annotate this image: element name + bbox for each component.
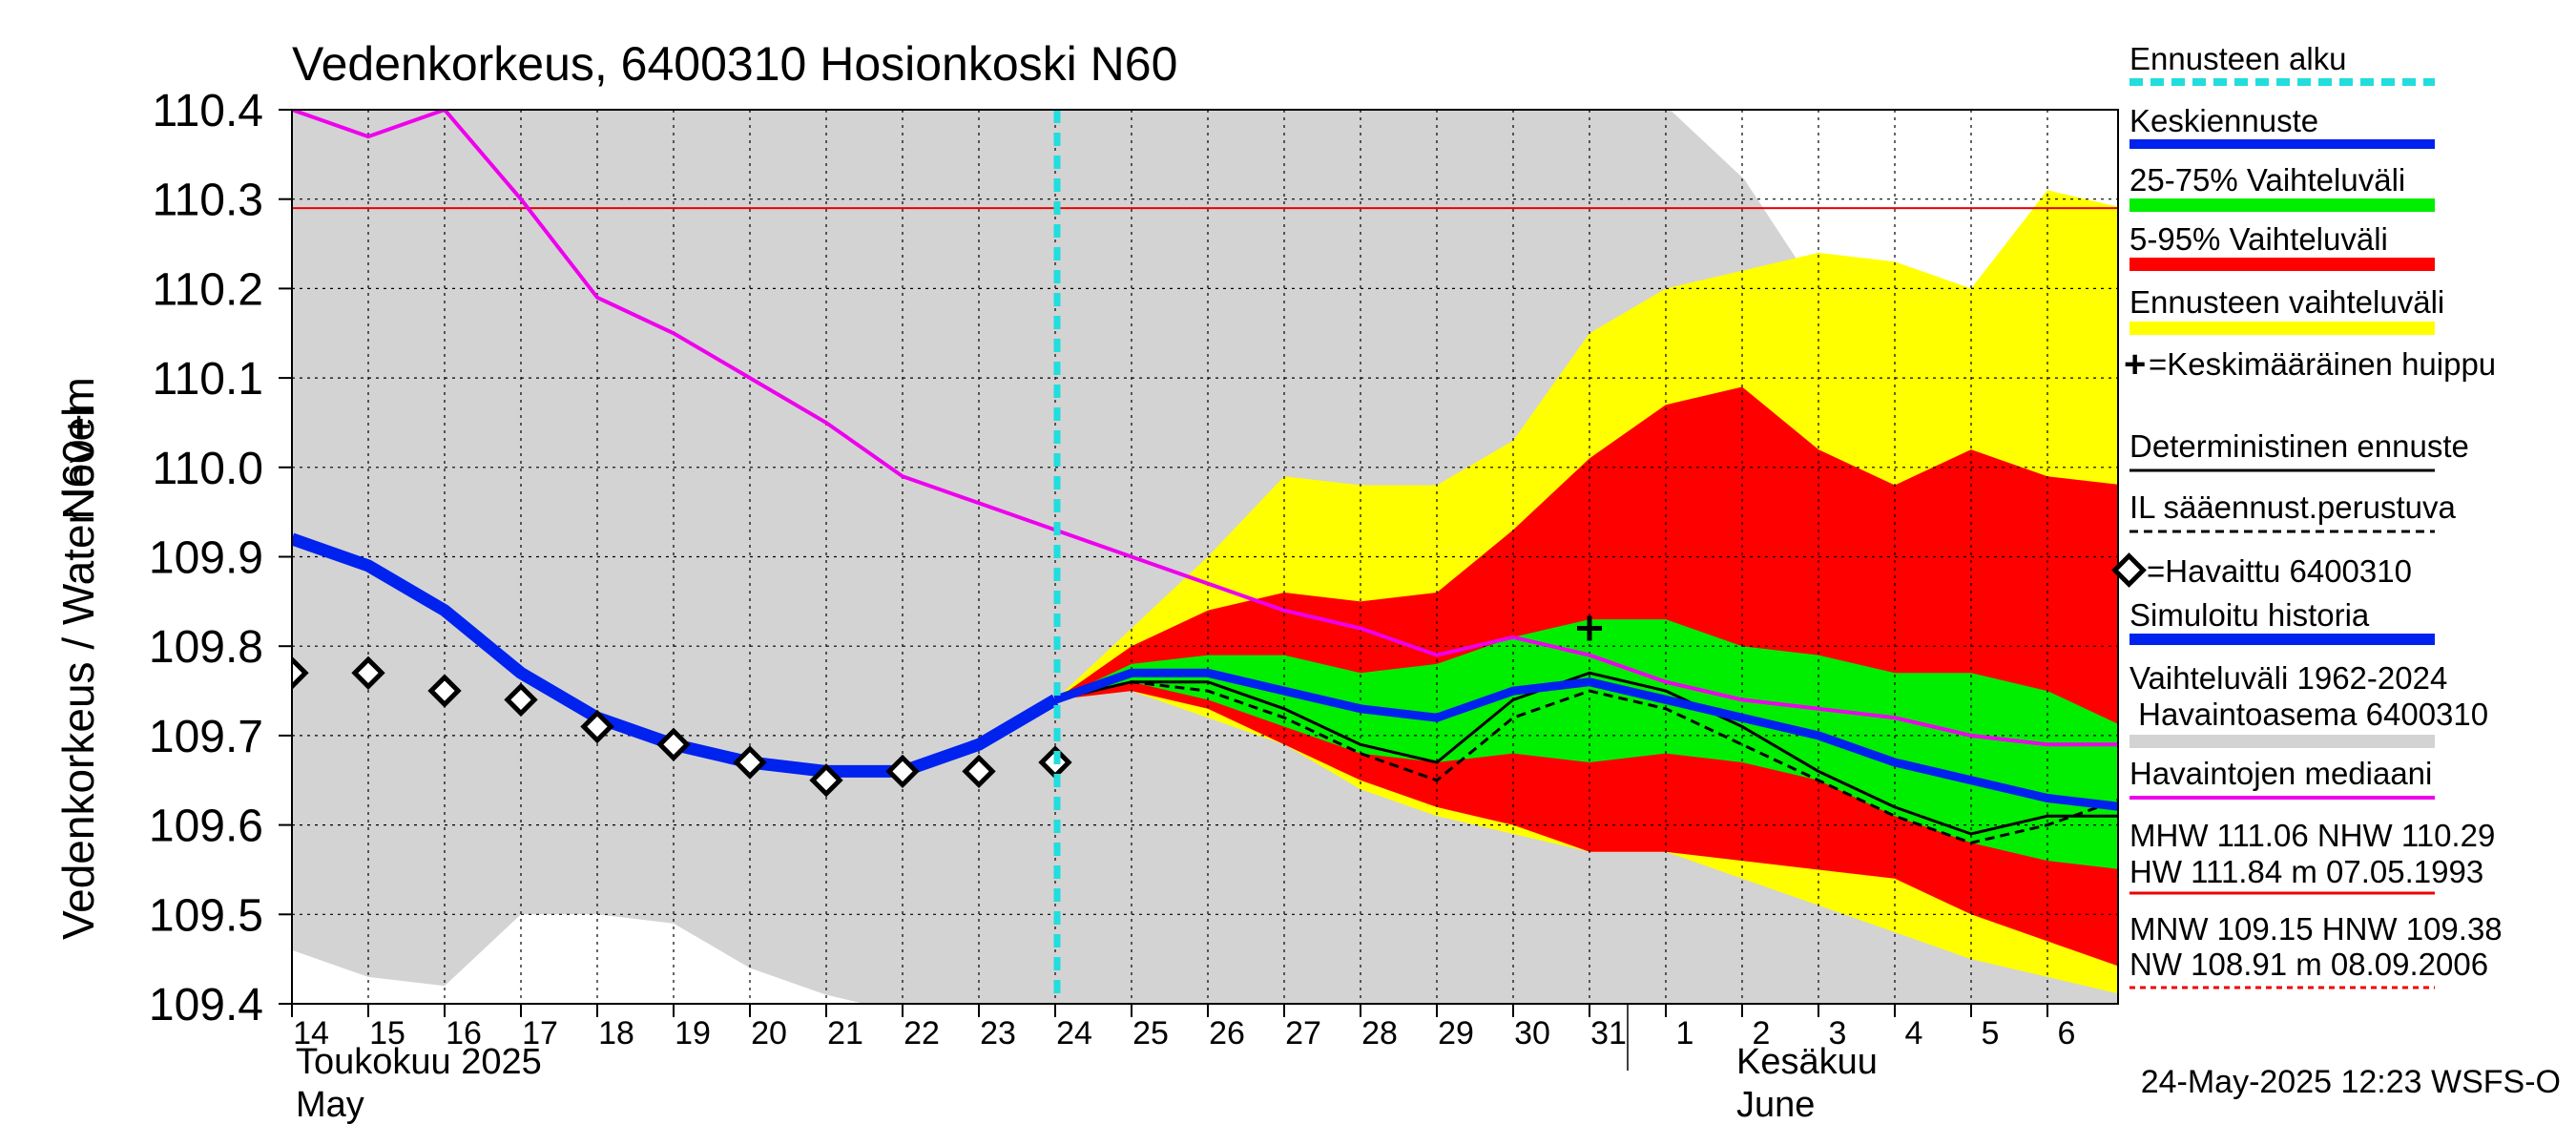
legend-hw: HW 111.84 m 07.05.1993 bbox=[2129, 854, 2483, 889]
timestamp-footer: 24-May-2025 12:23 WSFS-O bbox=[2141, 1064, 2561, 1100]
y-tick-label-9: 109.5 bbox=[149, 890, 263, 941]
x-tick-label-3: 17 bbox=[522, 1015, 558, 1051]
x-axis: 14 15 16 17 18 19 20 21 22 23 24 25 26 27 28 29 30 31 1 2 3 4… bbox=[291, 1004, 2076, 1071]
legend-mean-forecast: Keskiennuste bbox=[2129, 103, 2318, 138]
weather-forecast-line bbox=[1054, 680, 2118, 844]
mean-peak-marker bbox=[1577, 615, 1602, 641]
y-tick-label-3: 110.1 bbox=[152, 354, 263, 405]
legend-swatch-mean bbox=[2129, 139, 2435, 149]
x-tick-label-0: 14 bbox=[293, 1015, 329, 1051]
observed-point-5 bbox=[656, 727, 691, 761]
legend-weather-based: IL sääennust.perustuva bbox=[2129, 489, 2456, 525]
x-tick-label-10: 24 bbox=[1056, 1015, 1092, 1051]
x-tick-label-13: 27 bbox=[1285, 1015, 1321, 1051]
legend-band-5-95: 5-95% Vaihteluväli bbox=[2129, 221, 2388, 257]
legend-median: Havaintojen mediaani bbox=[2129, 756, 2432, 791]
x-tick-label-1: 15 bbox=[369, 1015, 405, 1051]
y-tick-label-5: 109.9 bbox=[149, 533, 263, 584]
legend-deterministic: Deterministinen ennuste bbox=[2129, 428, 2469, 464]
legend-plus-icon: + bbox=[2124, 344, 2146, 385]
mean-forecast-line bbox=[1053, 668, 2118, 811]
x-tick-label-9: 23 bbox=[980, 1015, 1016, 1051]
legend-diamond-icon bbox=[2111, 552, 2147, 588]
observed-point-1 bbox=[351, 656, 385, 690]
legend-mean-peak: =Keskimääräinen huippu bbox=[2149, 346, 2496, 382]
observed-markers bbox=[292, 656, 1072, 798]
observed-point-7 bbox=[809, 763, 843, 798]
observed-point-0 bbox=[292, 656, 309, 690]
x-tick-label-14: 28 bbox=[1361, 1015, 1398, 1051]
x-tick-label-16: 30 bbox=[1514, 1015, 1550, 1051]
observed-point-6 bbox=[733, 745, 767, 780]
deterministic-forecast-line bbox=[1054, 671, 2118, 836]
median-observations-line bbox=[292, 110, 2118, 747]
month-label-june-fi: Kesäkuu bbox=[1736, 1042, 1878, 1082]
y-axis-label: Vedenkorkeus / Water level bbox=[53, 407, 103, 940]
observed-point-3 bbox=[504, 682, 538, 718]
x-tick-label-18: 1 bbox=[1676, 1015, 1694, 1051]
x-tick-label-12: 26 bbox=[1209, 1015, 1245, 1051]
legend-band-25-75: 25-75% Vaihteluväli bbox=[2129, 162, 2405, 198]
y-axis: 110.4 110.3 110.2 110.1 110.0 109.9 109.8 109.7… bbox=[149, 86, 292, 1030]
observed-point-9 bbox=[962, 754, 996, 789]
y-tick-label-6: 109.8 bbox=[149, 622, 263, 673]
x-tick-label-11: 25 bbox=[1132, 1015, 1169, 1051]
x-tick-label-15: 29 bbox=[1438, 1015, 1474, 1051]
x-tick-label-21: 4 bbox=[1905, 1015, 1923, 1051]
legend: Ennusteen alku Keskiennuste 25-75% Vaiht… bbox=[2111, 41, 2503, 989]
legend-nw: NW 108.91 m 08.09.2006 bbox=[2129, 947, 2488, 982]
x-tick-label-7: 21 bbox=[827, 1015, 863, 1051]
band-25-75-area bbox=[1055, 619, 2118, 869]
y-axis-label-top: N60+m bbox=[53, 377, 103, 520]
legend-mnw: MNW 109.15 HNW 109.38 bbox=[2129, 911, 2503, 947]
x-tick-label-23: 6 bbox=[2058, 1015, 2076, 1051]
month-label-may-en: May bbox=[296, 1085, 364, 1125]
legend-observed: =Havaittu 6400310 bbox=[2147, 553, 2412, 589]
legend-swatch-forecast-range bbox=[2129, 322, 2435, 335]
legend-forecast-range: Ennusteen vaihteluväli bbox=[2129, 284, 2444, 320]
y-tick-label-10: 109.4 bbox=[149, 980, 263, 1030]
legend-simulated-history: Simuloitu historia bbox=[2129, 597, 2370, 633]
x-tick-label-4: 18 bbox=[598, 1015, 634, 1051]
history-range-area bbox=[292, 110, 864, 1004]
y-tick-label-2: 110.2 bbox=[152, 264, 263, 315]
x-tick-label-20: 3 bbox=[1829, 1015, 1847, 1051]
legend-swatch-history bbox=[2129, 735, 2435, 748]
month-label-june-en: June bbox=[1736, 1085, 1815, 1125]
y-tick-label-7: 109.7 bbox=[149, 712, 263, 762]
y-tick-label-1: 110.3 bbox=[152, 176, 263, 226]
legend-swatch-simulated bbox=[2129, 634, 2435, 645]
chart-title: Vedenkorkeus, 6400310 Hosionkoski N60 bbox=[292, 37, 1177, 91]
observed-point-4 bbox=[580, 709, 614, 744]
x-tick-label-17: 31 bbox=[1590, 1015, 1627, 1051]
y-tick-label-0: 110.4 bbox=[152, 86, 263, 136]
legend-forecast-start: Ennusteen alku bbox=[2129, 41, 2347, 76]
y-tick-label-8: 109.6 bbox=[149, 802, 263, 852]
legend-swatch-25-75 bbox=[2129, 198, 2435, 212]
x-tick-label-22: 5 bbox=[1982, 1015, 2000, 1051]
legend-history-station: Havaintoasema 6400310 bbox=[2129, 697, 2488, 732]
legend-swatch-5-95 bbox=[2129, 258, 2435, 271]
x-tick-label-19: 2 bbox=[1753, 1015, 1771, 1051]
x-tick-label-2: 16 bbox=[446, 1015, 482, 1051]
month-label-may-fi: Toukokuu 2025 bbox=[296, 1042, 542, 1082]
observed-point-2 bbox=[427, 674, 462, 708]
legend-mhw: MHW 111.06 NHW 110.29 bbox=[2129, 818, 2495, 853]
x-tick-label-5: 19 bbox=[675, 1015, 711, 1051]
legend-history-range: Vaihteluväli 1962-2024 bbox=[2129, 660, 2447, 696]
x-tick-label-6: 20 bbox=[751, 1015, 787, 1051]
y-tick-label-4: 110.0 bbox=[152, 444, 263, 494]
x-tick-label-8: 22 bbox=[904, 1015, 940, 1051]
observed-point-8 bbox=[885, 754, 920, 789]
